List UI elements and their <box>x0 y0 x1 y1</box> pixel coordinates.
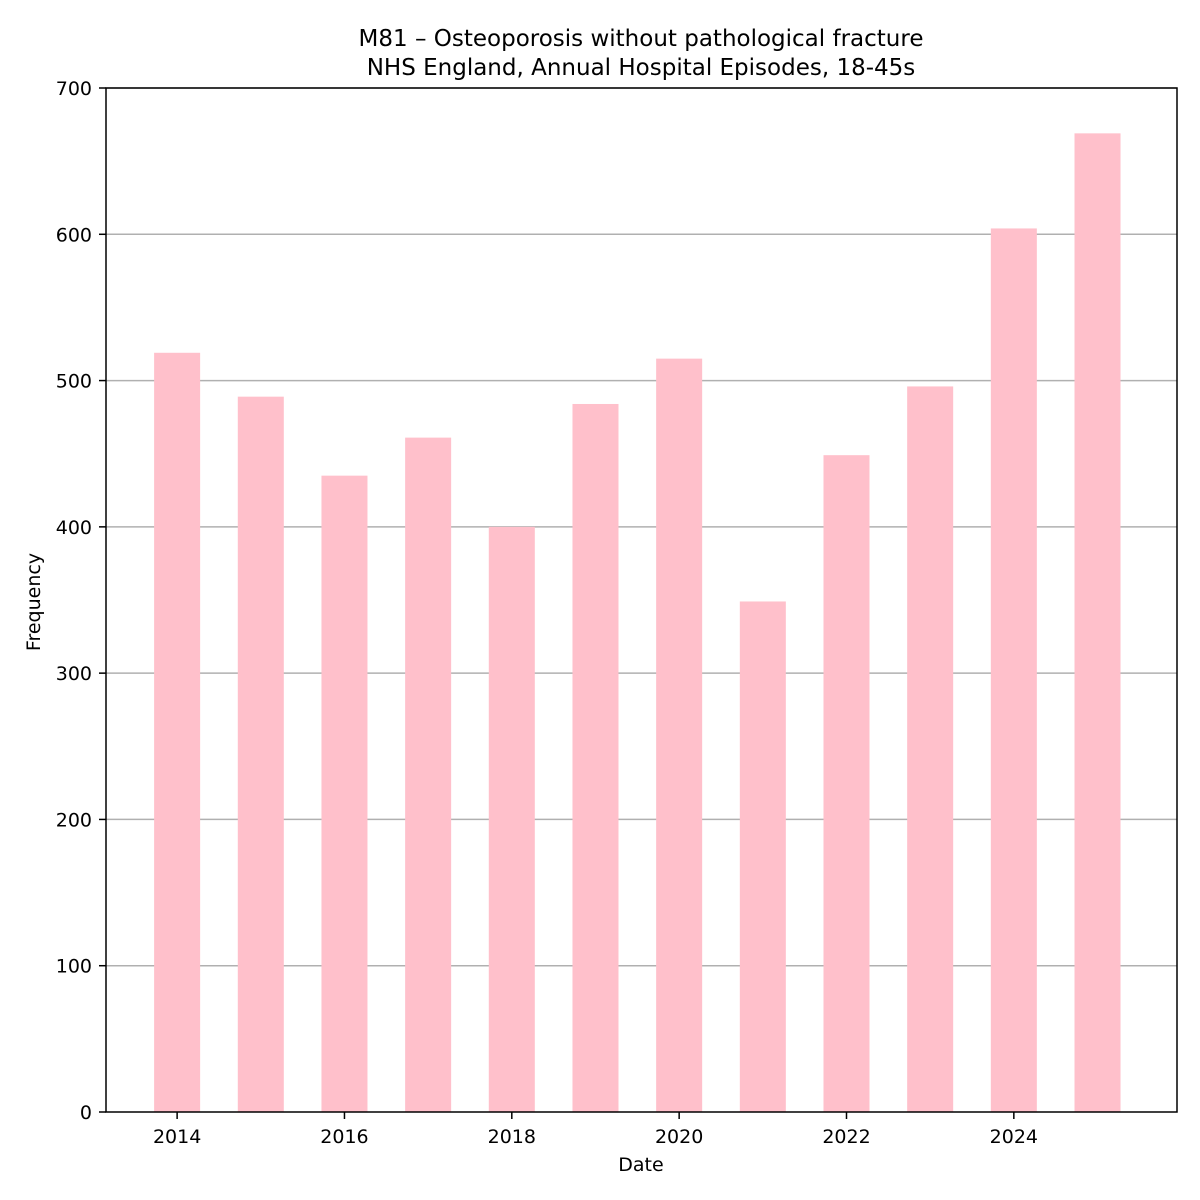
y-tick-label: 200 <box>56 809 92 831</box>
bar-2019 <box>572 403 619 1112</box>
x-tick-label: 2020 <box>655 1126 703 1148</box>
x-tick-label: 2024 <box>990 1126 1038 1148</box>
y-tick-label: 300 <box>56 663 92 685</box>
y-tick-label: 400 <box>56 517 92 539</box>
y-axis-label: Frequency <box>23 553 45 651</box>
bar-2017 <box>405 437 452 1112</box>
bar-2021 <box>739 601 786 1112</box>
y-axis: 0 100 200 300 400 500 600 700 <box>56 78 106 1124</box>
bar-2015 <box>237 396 284 1113</box>
bars <box>154 133 1121 1113</box>
x-tick-label: 2014 <box>153 1126 201 1148</box>
x-tick-label: 2016 <box>320 1126 368 1148</box>
bar-2025 <box>1074 133 1121 1112</box>
y-tick-label: 700 <box>56 78 92 100</box>
x-axis: 2014 2016 2018 2020 2022 2024 <box>153 1112 1038 1148</box>
bar-2022 <box>823 455 870 1113</box>
y-tick-label: 500 <box>56 371 92 393</box>
y-tick-label: 600 <box>56 224 92 246</box>
bar-2014 <box>154 352 201 1113</box>
plot-frame <box>105 87 1178 1113</box>
bar-2018 <box>488 526 535 1112</box>
x-tick-label: 2018 <box>488 1126 536 1148</box>
bar-2016 <box>321 475 368 1113</box>
bar-2020 <box>656 358 703 1113</box>
y-tick-label: 0 <box>80 1102 92 1124</box>
y-tick-label: 100 <box>56 956 92 978</box>
bar-2023 <box>907 386 954 1112</box>
x-axis-label: Date <box>618 1154 663 1176</box>
chart-title-line-2: NHS England, Annual Hospital Episodes, 1… <box>367 55 916 81</box>
bar-2024 <box>990 228 1037 1113</box>
x-tick-label: 2022 <box>822 1126 870 1148</box>
chart-title-line-1: M81 – Osteoporosis without pathological … <box>359 26 924 52</box>
